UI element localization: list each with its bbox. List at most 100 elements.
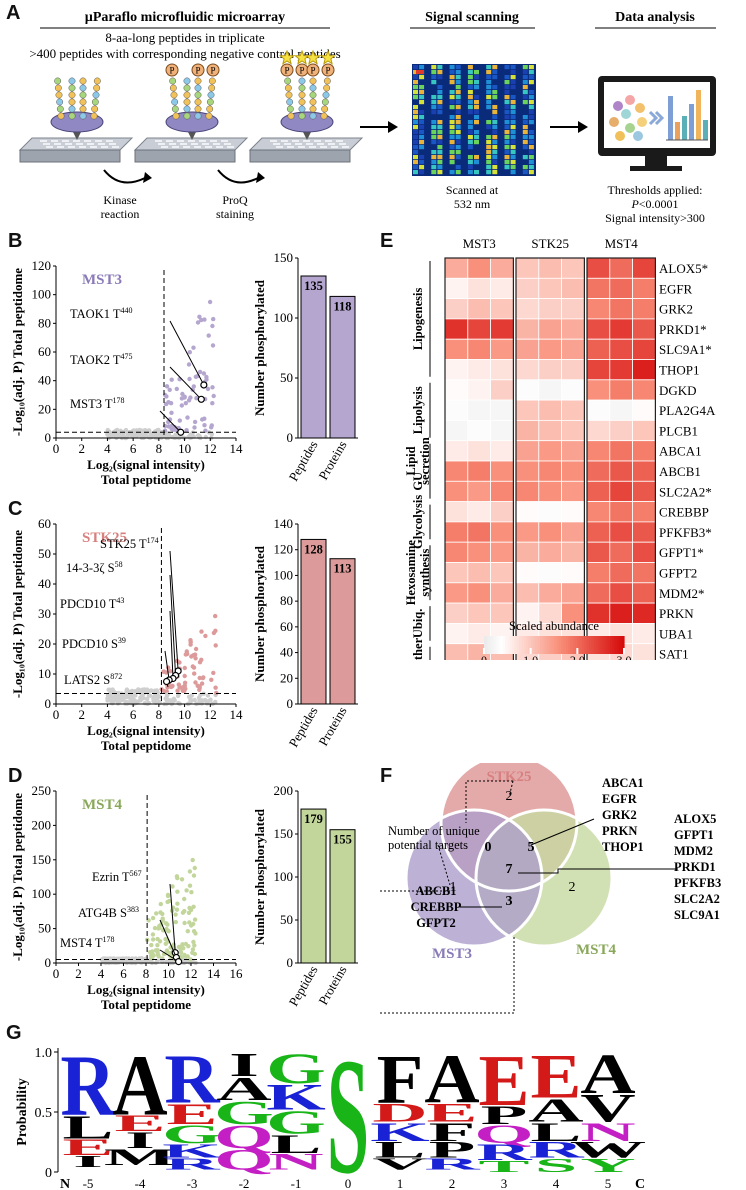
bar-y-tick-label: 200 xyxy=(274,783,294,798)
slide-well xyxy=(57,146,64,148)
heatmap-cell xyxy=(538,277,563,299)
slide-well xyxy=(166,140,173,142)
scan-spot xyxy=(492,110,498,115)
peptide-residue xyxy=(91,98,99,106)
scan-spot xyxy=(419,100,425,105)
scan-spot xyxy=(492,155,498,160)
nonsignificant-peptide-point xyxy=(202,698,207,703)
scan-spot xyxy=(516,170,522,175)
kinase-curved-arrow xyxy=(103,169,146,184)
scan-spot xyxy=(425,160,431,165)
scan-spot xyxy=(528,170,534,175)
y-tick-label: 120 xyxy=(32,258,52,273)
slide-well xyxy=(40,140,47,142)
site-annotation-label: MST4 T178 xyxy=(60,935,115,950)
scan-spot xyxy=(413,95,418,100)
scan-spot xyxy=(443,125,449,130)
peptide-residue xyxy=(298,112,306,120)
slide-side xyxy=(134,149,236,163)
legend-tick-label: 0 xyxy=(481,653,487,660)
heatmap-cell xyxy=(538,379,563,401)
slide-side xyxy=(19,149,121,163)
legend-swatch xyxy=(612,636,616,654)
logo-residue-L: L xyxy=(531,1118,582,1147)
y-tick-label: 40 xyxy=(38,576,51,591)
site-number: 58 xyxy=(115,560,123,569)
slide-well xyxy=(172,146,179,148)
scan-spot xyxy=(504,95,510,100)
bar-category-label: Proteins xyxy=(315,438,349,482)
scan-spot xyxy=(492,105,498,110)
scan-spot xyxy=(492,85,498,90)
scan-spot xyxy=(510,155,516,160)
heatmap-cell xyxy=(444,480,469,503)
scan-spot xyxy=(504,165,510,170)
group-label: Lipogenesis xyxy=(411,288,425,351)
scan-spot xyxy=(516,145,522,150)
gene-stk25-mst4: PRKN xyxy=(602,824,637,838)
proq-arrow-head xyxy=(256,172,265,183)
heatmap-cell xyxy=(632,480,656,503)
heatmap-cell xyxy=(467,562,492,584)
heatmap-cell xyxy=(609,359,634,381)
panel-b-charts: 0 2 4 6 8 10 12 14 0 20 40 60 80 100 120 Log₂(signal in… xyxy=(10,250,358,487)
heatmap-cell xyxy=(444,521,469,543)
significant-peptide-point xyxy=(158,910,163,915)
scan-spot xyxy=(492,150,498,155)
scan-spot xyxy=(480,145,486,150)
nonsignificant-peptide-point xyxy=(119,433,124,438)
legend-swatch xyxy=(584,636,588,654)
scan-spot xyxy=(498,95,504,100)
scan-spot xyxy=(413,165,418,170)
peptide-residue xyxy=(194,77,202,85)
heatmap-cell xyxy=(515,521,540,543)
significant-peptide-point xyxy=(213,613,218,619)
heatmap-cell xyxy=(490,399,514,421)
scan-spot xyxy=(413,90,418,95)
slide-well xyxy=(90,146,97,148)
scan-spot xyxy=(510,105,516,110)
significant-peptide-point xyxy=(191,929,197,934)
nonsignificant-peptide-point xyxy=(140,957,145,962)
slide-side xyxy=(249,149,351,163)
scan-spot xyxy=(528,70,534,75)
peptide-residue xyxy=(322,91,330,99)
peptide-residue xyxy=(79,112,87,120)
nonsignificant-peptide-point xyxy=(108,687,113,693)
significant-peptide-point xyxy=(184,428,189,433)
scan-spot xyxy=(437,135,443,140)
heatmap-cell xyxy=(609,277,634,299)
scan-spot xyxy=(449,170,455,175)
scan-spot xyxy=(510,135,516,140)
scan-spot xyxy=(413,125,418,130)
y-tick-label: 100 xyxy=(32,886,52,901)
heatmap-cell xyxy=(609,338,634,360)
heatmap-cell xyxy=(561,298,585,320)
legend-tick-label: 3.0 xyxy=(617,653,632,660)
logo-residue-G: G xyxy=(266,1046,325,1093)
nonsignificant-peptide-point xyxy=(147,429,152,434)
scan-spot xyxy=(504,110,510,115)
nonsignificant-peptide-point xyxy=(162,433,167,439)
scan-spot xyxy=(498,90,504,95)
scan-spot xyxy=(461,70,467,75)
heatmap-cell xyxy=(444,440,469,462)
panel-letter-a: A xyxy=(6,2,21,24)
heatmap-cell xyxy=(515,277,540,299)
heatmap-cell xyxy=(467,399,492,421)
x-tick-label: 2 xyxy=(78,441,85,456)
scan-spot xyxy=(437,100,443,105)
peptide-residue xyxy=(183,112,191,120)
significant-peptide-point xyxy=(207,299,213,305)
proq-curved-arrow xyxy=(217,169,259,184)
thresholds-label: Thresholds applied: xyxy=(608,183,703,197)
nonsignificant-peptide-point xyxy=(203,434,208,440)
signal-threshold-label: Signal intensity>300 xyxy=(605,211,705,225)
nonsignificant-peptide-point xyxy=(175,693,181,699)
heatmap-cell xyxy=(444,460,469,482)
significant-peptide-point xyxy=(187,350,192,355)
slide-well xyxy=(46,146,53,148)
heatmap-cell xyxy=(561,419,585,442)
scan-spot xyxy=(498,70,504,75)
heatmap-column-label: MST4 xyxy=(605,236,639,251)
